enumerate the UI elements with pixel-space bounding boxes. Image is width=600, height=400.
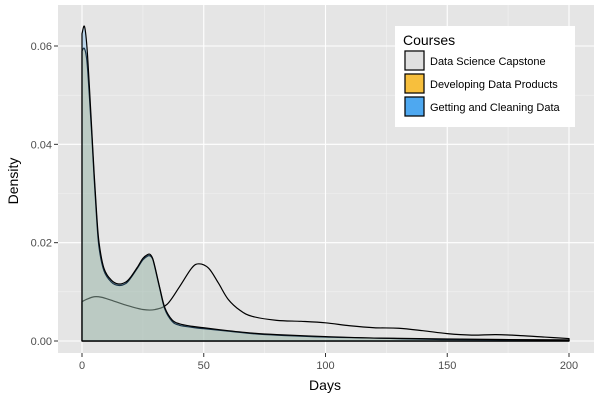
x-tick-label: 200 (560, 360, 578, 372)
x-tick-label: 100 (316, 360, 334, 372)
legend-label-getting-and-cleaning-data: Getting and Cleaning Data (430, 102, 561, 114)
density-area-getting-and-cleaning-data (81, 25, 570, 342)
y-axis-title: Density (5, 158, 21, 205)
density-area-data-science-capstone (81, 263, 570, 342)
legend-items: Data Science Capstone Developing Data Pro… (404, 50, 561, 117)
y-tick-label: 0.02 (31, 238, 52, 250)
y-tick-label: 0.06 (31, 41, 52, 53)
x-tick-label: 50 (198, 360, 210, 372)
legend-title: Courses (403, 32, 455, 48)
legend-label-data-science-capstone: Data Science Capstone (430, 56, 546, 68)
x-tick-label: 0 (79, 360, 85, 372)
legend-key-developing-data-products (404, 73, 425, 94)
legend: Courses Data Science Capstone Developing … (395, 26, 575, 127)
x-axis-title: Days (309, 377, 341, 393)
axis-ticks: 0 50 100 150 200 0.00 0.02 0.04 0.06 (31, 41, 579, 372)
y-tick-label: 0.04 (31, 139, 52, 151)
legend-key-data-science-capstone (404, 50, 425, 71)
legend-label-developing-data-products: Developing Data Products (430, 79, 558, 91)
density-areas (81, 25, 570, 342)
y-tick-label: 0.00 (31, 336, 52, 348)
x-tick-label: 150 (438, 360, 456, 372)
legend-key-getting-and-cleaning-data (404, 96, 425, 117)
